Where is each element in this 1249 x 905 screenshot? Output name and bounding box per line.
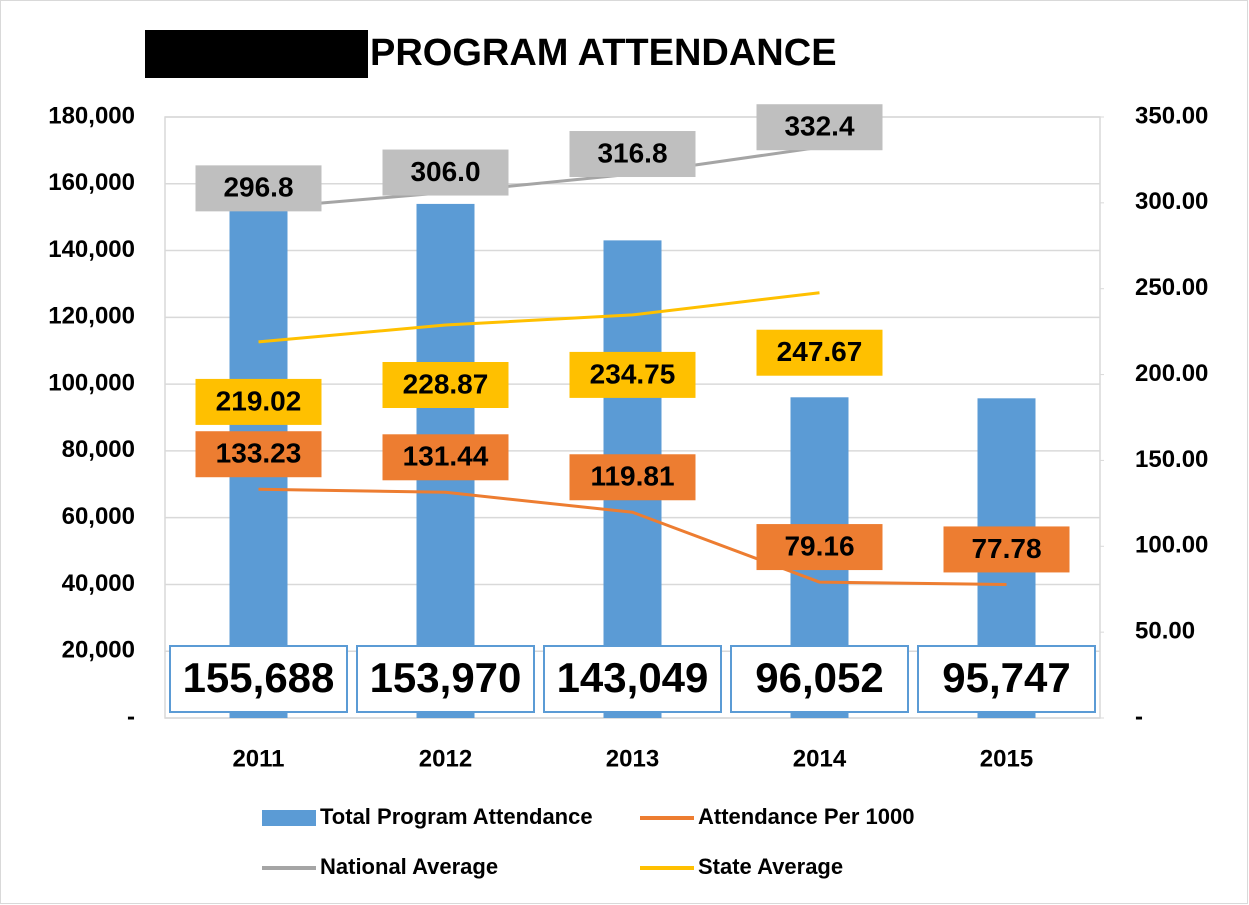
legend-label: National Average (320, 854, 498, 879)
data-label: 96,052 (755, 654, 883, 701)
y-tick-label: 160,000 (48, 169, 135, 196)
data-label: 79.16 (784, 530, 854, 561)
y-tick-label: - (127, 703, 135, 730)
data-label: 131.44 (403, 441, 489, 472)
data-label: 332.4 (784, 111, 854, 142)
data-label: 153,970 (370, 654, 522, 701)
redaction (145, 30, 368, 78)
y2-tick-label: 350.00 (1135, 102, 1208, 129)
legend-label: State Average (698, 854, 843, 879)
data-label-box (756, 524, 883, 571)
y2-tick-label: 100.00 (1135, 532, 1208, 559)
data-label-box (943, 526, 1070, 573)
y-tick-label: 80,000 (62, 436, 135, 463)
line (258, 145, 820, 210)
data-label-box (382, 149, 509, 196)
data-label-box (195, 165, 322, 212)
data-label: 155,688 (183, 654, 335, 701)
data-label-box (756, 104, 883, 151)
y2-tick-label: 300.00 (1135, 188, 1208, 215)
data-label: 119.81 (590, 461, 674, 492)
data-label-box (543, 645, 722, 713)
x-tick-label: 2013 (606, 745, 659, 772)
data-label-box (195, 378, 322, 425)
y2-tick-label: 150.00 (1135, 446, 1208, 473)
line (258, 487, 1007, 586)
data-label: 234.75 (590, 358, 676, 389)
y-tick-label: 120,000 (48, 303, 135, 330)
line (258, 291, 820, 344)
y2-tick-label: - (1135, 703, 1143, 730)
data-label-box (195, 431, 322, 478)
data-label: 219.02 (216, 385, 302, 416)
data-label: 296.8 (223, 172, 293, 203)
data-label-box (756, 329, 883, 376)
data-label: 133.23 (216, 438, 302, 469)
legend-label: Total Program Attendance (320, 804, 593, 829)
data-label-box (569, 454, 696, 501)
data-label-box (169, 645, 348, 713)
chart-title: PROGRAM ATTENDANCE (370, 32, 837, 74)
data-label-box (569, 131, 696, 178)
data-label: 143,049 (557, 654, 709, 701)
data-label-box (569, 351, 696, 398)
x-tick-label: 2012 (419, 745, 472, 772)
legend-label: Attendance Per 1000 (698, 804, 914, 829)
data-label: 95,747 (942, 654, 1070, 701)
data-label: 306.0 (410, 156, 480, 187)
data-label-box (730, 645, 909, 713)
data-label-box (917, 645, 1096, 713)
y-tick-label: 100,000 (48, 369, 135, 396)
x-tick-label: 2011 (232, 745, 284, 772)
data-label: 77.78 (971, 533, 1041, 564)
y2-tick-label: 50.00 (1135, 617, 1195, 644)
data-label: 316.8 (597, 137, 667, 168)
y-tick-label: 20,000 (62, 637, 135, 664)
data-label-box (382, 361, 509, 408)
data-label: 247.67 (777, 336, 863, 367)
x-tick-label: 2015 (980, 745, 1033, 772)
data-label-box (356, 645, 535, 713)
data-label: 228.87 (403, 368, 489, 399)
y-tick-label: 140,000 (48, 236, 135, 263)
y-tick-label: 40,000 (62, 570, 135, 597)
x-tick-label: 2014 (793, 745, 847, 772)
y-tick-label: 60,000 (62, 503, 135, 530)
y2-tick-label: 200.00 (1135, 360, 1208, 387)
y-tick-label: 180,000 (48, 102, 135, 129)
legend-swatch (262, 810, 316, 826)
y2-tick-label: 250.00 (1135, 274, 1208, 301)
data-label-box (382, 434, 509, 481)
